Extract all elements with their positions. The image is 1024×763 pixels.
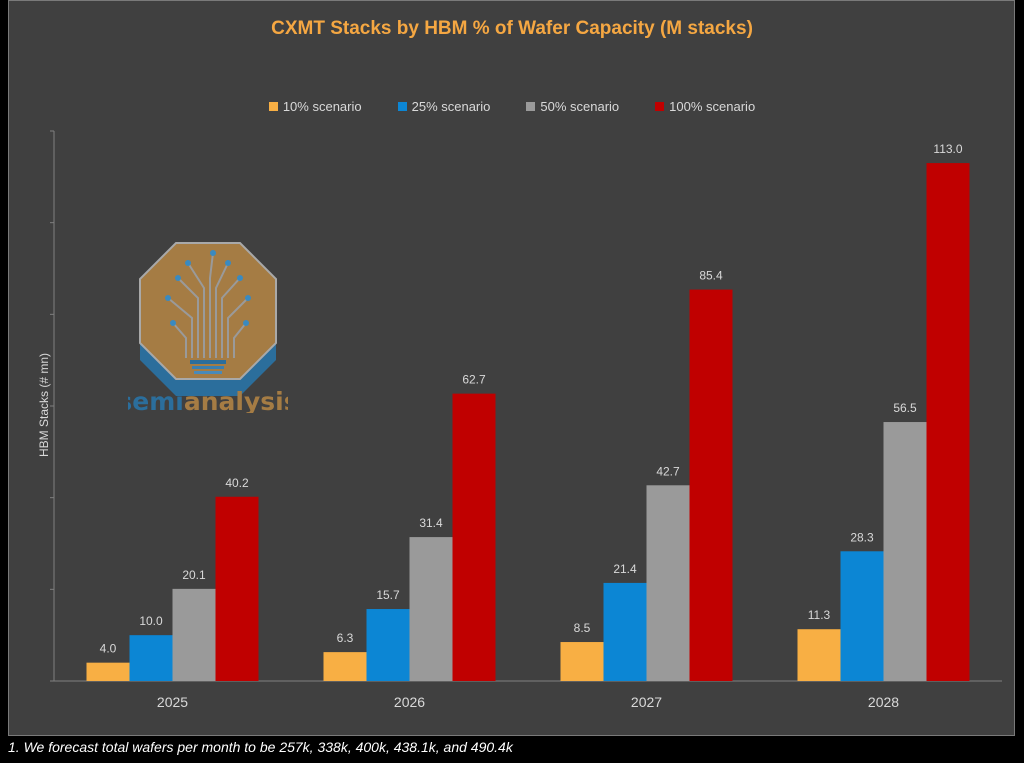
bar-100-scenario-2025 bbox=[215, 496, 259, 681]
data-label: 56.5 bbox=[893, 401, 917, 415]
data-label: 20.1 bbox=[182, 568, 206, 582]
data-label: 85.4 bbox=[699, 269, 723, 283]
bar-25-scenario-2026 bbox=[366, 609, 410, 681]
footnote: 1. We forecast total wafers per month to… bbox=[8, 739, 513, 755]
bar-10-scenario-2026 bbox=[323, 652, 367, 681]
x-tick-label: 2025 bbox=[157, 694, 188, 710]
data-label: 31.4 bbox=[419, 516, 443, 530]
legend-label: 100% scenario bbox=[669, 99, 756, 114]
bar-10-scenario-2027 bbox=[560, 642, 604, 681]
data-label: 62.7 bbox=[462, 373, 486, 387]
legend-swatch bbox=[397, 102, 407, 111]
bar-10-scenario-2025 bbox=[86, 662, 130, 681]
legend-label: 50% scenario bbox=[540, 99, 620, 114]
x-tick-label: 2028 bbox=[868, 694, 899, 710]
legend-item: 50% scenario bbox=[526, 99, 619, 114]
data-label: 15.7 bbox=[376, 588, 400, 602]
legend-label: 25% scenario bbox=[411, 99, 491, 114]
bar-50-scenario-2027 bbox=[646, 485, 690, 681]
bar-25-scenario-2027 bbox=[603, 582, 647, 681]
bar-10-scenario-2028 bbox=[797, 629, 841, 681]
svg-text:semianalysis: semianalysis bbox=[128, 387, 288, 413]
legend-item: 25% scenario bbox=[397, 99, 491, 114]
bar-50-scenario-2026 bbox=[409, 537, 453, 681]
data-label: 28.3 bbox=[850, 530, 874, 544]
legend-swatch bbox=[655, 102, 665, 111]
bar-25-scenario-2025 bbox=[129, 635, 173, 681]
bar-50-scenario-2025 bbox=[172, 588, 216, 681]
data-label: 10.0 bbox=[139, 614, 163, 628]
chart-title: CXMT Stacks by HBM % of Wafer Capacity (… bbox=[271, 18, 753, 39]
bar-100-scenario-2027 bbox=[689, 289, 733, 681]
bar-100-scenario-2026 bbox=[452, 393, 496, 681]
logo-text-analysis: analysis bbox=[184, 387, 288, 413]
data-label: 11.3 bbox=[808, 608, 831, 622]
data-label: 4.0 bbox=[100, 642, 117, 656]
data-label: 40.2 bbox=[225, 476, 249, 490]
data-label: 42.7 bbox=[656, 464, 680, 478]
data-label: 113.0 bbox=[933, 142, 962, 156]
bar-25-scenario-2028 bbox=[840, 551, 884, 681]
y-axis-label: HBM Stacks (# mn) bbox=[37, 352, 51, 458]
legend-swatch bbox=[268, 102, 278, 111]
data-label: 6.3 bbox=[337, 631, 354, 645]
x-tick-label: 2027 bbox=[631, 694, 662, 710]
legend: 10% scenario 25% scenario 50% scenario 100%… bbox=[0, 99, 1024, 114]
legend-item: 100% scenario bbox=[655, 99, 755, 114]
legend-item: 10% scenario bbox=[268, 99, 362, 114]
legend-label: 10% scenario bbox=[282, 99, 362, 114]
bar-100-scenario-2028 bbox=[926, 163, 970, 682]
legend-swatch bbox=[526, 102, 536, 111]
bar-50-scenario-2028 bbox=[883, 422, 927, 681]
data-label: 21.4 bbox=[613, 562, 637, 576]
x-tick-label: 2026 bbox=[394, 694, 425, 710]
data-label: 8.5 bbox=[574, 621, 591, 635]
semianalysis-logo: semianalysis bbox=[117, 238, 299, 418]
logo-text-semi: semi bbox=[128, 387, 184, 413]
